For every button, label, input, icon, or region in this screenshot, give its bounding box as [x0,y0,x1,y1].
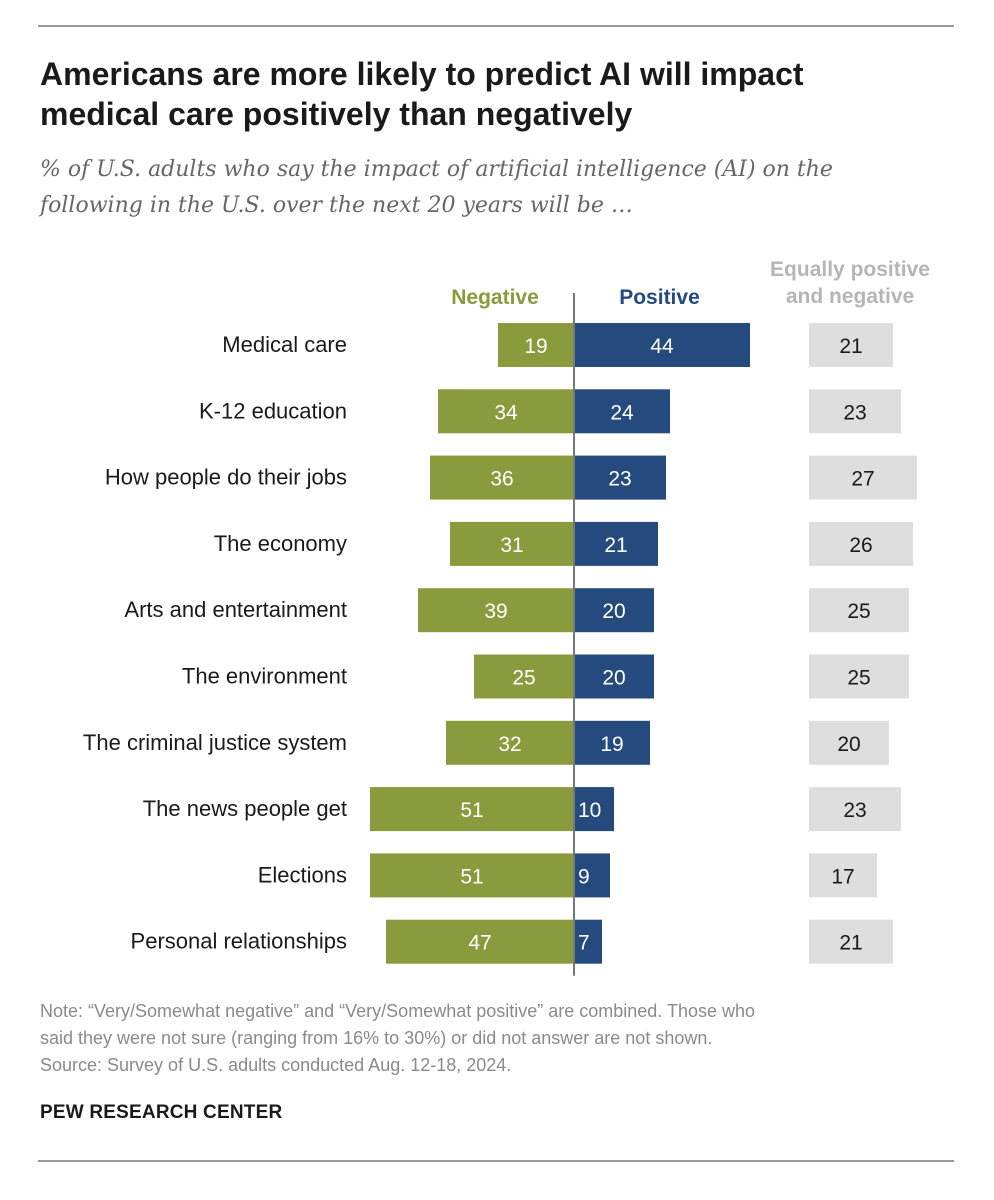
positive-value-arts-and-entertainment: 20 [602,600,625,623]
negative-column-header: Negative [451,286,539,309]
category-label-elections: Elections [258,862,347,887]
category-label-how-people-do-their-jobs: How people do their jobs [105,465,347,490]
category-label-the-economy: The economy [214,531,347,556]
equally-bar-medical-care [809,323,893,367]
note-line-2: said they were not sure (ranging from 16… [40,1028,713,1048]
negative-bar-the-economy [450,521,574,566]
equally-bar-k-12-education [809,389,901,434]
positive-value-personal-relationships: 7 [578,932,590,955]
negative-value-k-12-education: 34 [494,401,518,424]
equally-bar-the-environment [809,654,909,699]
positive-value-elections: 9 [578,865,590,888]
equally-bar-personal-relationships [809,919,893,964]
negative-bar-medical-care [498,323,574,367]
positive-bar-the-criminal-justice-system [574,720,650,765]
positive-bar-medical-care [574,323,750,367]
note-line-1: Note: “Very/Somewhat negative” and “Very… [40,1001,756,1021]
negative-bar-k-12-education [438,389,574,434]
category-label-the-news-people-get: The news people get [143,796,347,821]
equally-bar-how-people-do-their-jobs [809,455,917,500]
diverging-bar-chart: Medical care 19 44 21 K-12 education 34 24 23 Ho… [83,293,917,976]
positive-bar-the-economy [574,521,658,566]
equally-value-how-people-do-their-jobs: 27 [851,468,874,491]
negative-value-how-people-do-their-jobs: 36 [490,468,513,491]
source-line: Source: Survey of U.S. adults conducted … [40,1055,512,1075]
equally-header-line-2: and negative [785,285,915,308]
positive-value-the-criminal-justice-system: 19 [600,733,623,756]
equally-value-k-12-education: 23 [843,401,866,424]
top-rule [38,25,954,27]
negative-value-elections: 51 [460,865,483,888]
equally-bar-arts-and-entertainment [809,588,909,633]
positive-value-the-environment: 20 [602,667,625,690]
negative-value-the-environment: 25 [512,667,535,690]
equally-value-the-economy: 26 [849,534,872,557]
equally-value-elections: 17 [831,865,854,888]
equally-bar-elections [809,853,877,898]
positive-column-header: Positive [619,286,700,309]
negative-value-the-criminal-justice-system: 32 [498,733,521,756]
category-label-medical-care: Medical care [222,332,347,357]
category-label-k-12-education: K-12 education [199,398,347,423]
positive-value-how-people-do-their-jobs: 23 [608,468,631,491]
negative-value-arts-and-entertainment: 39 [484,600,507,623]
pew-research-logo-text: PEW RESEARCH CENTER [40,1102,283,1123]
negative-bar-personal-relationships [386,919,574,964]
category-label-personal-relationships: Personal relationships [131,929,347,954]
negative-bar-arts-and-entertainment [418,588,574,633]
positive-bar-elections [574,853,610,898]
positive-value-the-economy: 21 [604,534,627,557]
chart-note: Note: “Very/Somewhat negative” and “Very… [40,998,950,1079]
positive-bar-k-12-education [574,389,670,434]
negative-value-the-news-people-get: 51 [460,799,483,822]
equally-bar-the-economy [809,521,913,566]
category-label-the-criminal-justice-system: The criminal justice system [83,730,347,755]
equally-header-line-1: Equally positive [770,258,930,281]
positive-bar-arts-and-entertainment [574,588,654,633]
negative-bar-how-people-do-their-jobs [430,455,574,500]
negative-value-the-economy: 31 [500,534,523,557]
negative-bar-the-environment [474,654,574,699]
positive-bar-the-environment [574,654,654,699]
negative-bar-the-news-people-get [370,787,574,832]
equally-bar-the-criminal-justice-system [809,720,889,765]
positive-bar-how-people-do-their-jobs [574,455,666,500]
negative-value-personal-relationships: 47 [468,932,491,955]
title-line-1: Americans are more likely to predict AI … [40,56,804,92]
positive-value-the-news-people-get: 10 [578,799,601,822]
title-line-2: medical care positively than negatively [40,96,633,132]
positive-value-medical-care: 44 [650,335,674,358]
equally-value-medical-care: 21 [839,335,862,358]
positive-value-k-12-education: 24 [610,401,634,424]
equally-column-header: Equally positive and negative [750,256,950,310]
negative-bar-the-criminal-justice-system [446,720,574,765]
category-label-arts-and-entertainment: Arts and entertainment [124,597,347,622]
category-label-the-environment: The environment [182,664,347,689]
equally-bar-the-news-people-get [809,787,901,832]
equally-value-the-news-people-get: 23 [843,799,866,822]
positive-bar-the-news-people-get [574,787,614,832]
chart-subtitle: % of U.S. adults who say the impact of a… [40,152,940,224]
equally-value-the-criminal-justice-system: 20 [837,733,860,756]
bottom-rule [38,1160,954,1162]
negative-value-medical-care: 19 [524,335,547,358]
equally-value-personal-relationships: 21 [839,932,862,955]
subtitle-line-2: following in the U.S. over the next 20 y… [40,193,633,218]
subtitle-line-1: % of U.S. adults who say the impact of a… [40,157,833,182]
chart-title: Americans are more likely to predict AI … [40,54,940,134]
equally-value-the-environment: 25 [847,667,870,690]
positive-bar-personal-relationships [574,919,602,964]
equally-value-arts-and-entertainment: 25 [847,600,870,623]
negative-bar-elections [370,853,574,898]
